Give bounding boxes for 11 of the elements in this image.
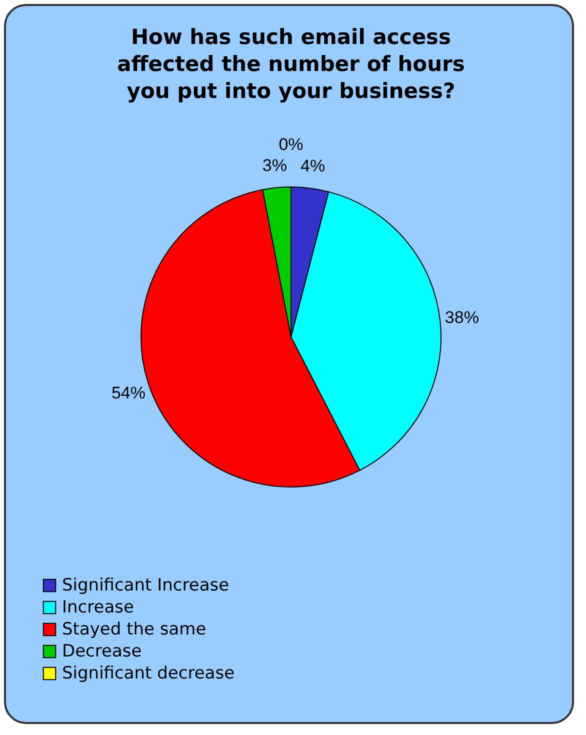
legend-label: Increase [62, 598, 134, 618]
legend-label: Decrease [62, 642, 142, 662]
data-label: 4% [300, 156, 326, 176]
data-label: 38% [444, 308, 479, 327]
chart-title: How has such email access affected the number of hours you put into your business? [116, 24, 466, 105]
legend-label: Significant decrease [62, 664, 235, 684]
data-label: 3% [262, 156, 287, 175]
legend-label: Significant Increase [62, 576, 230, 596]
legend-label: Stayed the same [62, 620, 206, 640]
text: 0% [278, 135, 304, 154]
data-label: 54% [111, 383, 146, 402]
